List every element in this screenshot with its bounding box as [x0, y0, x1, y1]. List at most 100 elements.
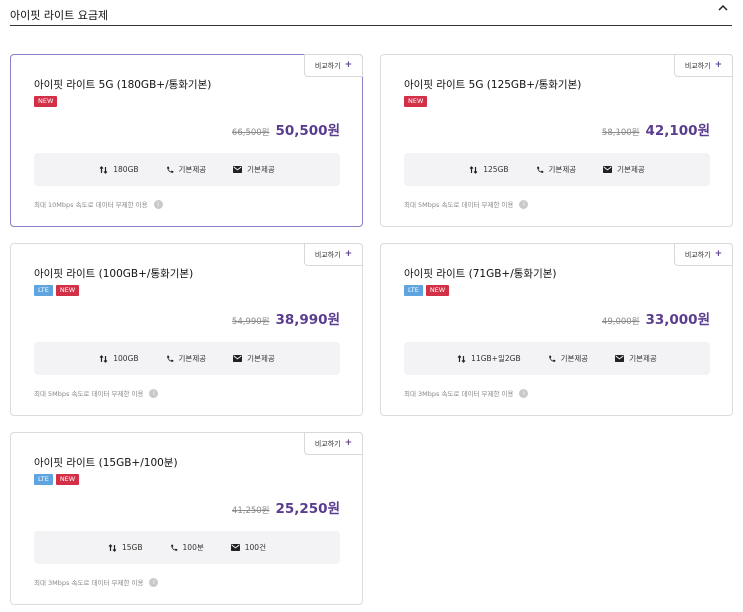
badge-new: NEW [34, 96, 58, 107]
info-icon[interactable]: i [149, 577, 159, 587]
section-header: 아이핏 라이트 요금제 [10, 0, 732, 26]
mail-icon [233, 355, 243, 362]
feature-sms-value: 기본제공 [247, 354, 275, 363]
feature-sms-value: 기본제공 [617, 165, 645, 174]
phone-icon [536, 166, 544, 174]
price-row: 58,100원 42,100원 [602, 119, 710, 139]
data-arrows-icon [99, 354, 108, 363]
compare-button-label: 비교하기 [684, 61, 711, 70]
plan-name: 아이핏 라이트 (100GB+/통화기본) [34, 268, 194, 280]
feature-voice: 기본제공 [548, 353, 589, 364]
badge-new: NEW [55, 285, 80, 296]
section-title: 아이핏 라이트 요금제 [10, 9, 109, 22]
badge-lte: LTE [34, 474, 53, 485]
plan-features: 100GB 기본제공 기본제공 [34, 342, 340, 375]
plan-card-3[interactable]: 비교하기 + 아이핏 라이트 (100GB+/통화기본) LTE NEW 54,9… [10, 243, 363, 416]
info-icon[interactable]: i [519, 199, 529, 209]
plan-features: 125GB 기본제공 기본제공 [404, 153, 710, 186]
info-icon[interactable]: i [153, 199, 163, 209]
feature-voice: 100분 [170, 542, 204, 553]
mail-icon [615, 355, 625, 362]
plan-badges: LTE NEW [34, 285, 80, 296]
original-price: 49,000원 [601, 317, 640, 327]
compare-button[interactable]: 비교하기 + [304, 54, 363, 77]
plan-name: 아이핏 라이트 5G (180GB+/통화기본) [34, 79, 212, 91]
feature-sms: 기본제공 [603, 164, 645, 175]
plan-badges: NEW [404, 96, 428, 107]
feature-data: 125GB [469, 165, 509, 174]
plan-card-1[interactable]: 비교하기 + 아이핏 라이트 5G (180GB+/통화기본) NEW 66,5… [10, 54, 363, 227]
info-icon[interactable]: i [519, 388, 529, 398]
data-arrows-icon [457, 354, 466, 363]
feature-sms-value: 100건 [244, 543, 266, 552]
sale-price: 33,000원 [645, 312, 710, 328]
plan-card-2[interactable]: 비교하기 + 아이핏 라이트 5G (125GB+/통화기본) NEW 58,1… [380, 54, 733, 227]
plus-icon: + [344, 60, 353, 70]
feature-voice: 기본제공 [536, 164, 577, 175]
original-price: 54,990원 [231, 317, 270, 327]
mail-icon [230, 544, 240, 551]
plan-name: 아이핏 라이트 (71GB+/통화기본) [404, 268, 557, 280]
data-arrows-icon [99, 165, 108, 174]
sale-price: 38,990원 [275, 312, 340, 328]
phone-icon [166, 166, 174, 174]
compare-button[interactable]: 비교하기 + [674, 243, 733, 266]
plus-icon: + [714, 60, 723, 70]
footnote: 최대 3Mbps 속도로 데이터 무제한 이용 i [34, 577, 159, 587]
plus-icon: + [344, 438, 353, 448]
price-row: 41,250원 25,250원 [232, 497, 340, 517]
badge-lte: LTE [404, 285, 423, 296]
compare-button[interactable]: 비교하기 + [304, 243, 363, 266]
feature-sms-value: 기본제공 [629, 354, 657, 363]
footnote: 최대 3Mbps 속도로 데이터 무제한 이용 i [404, 388, 529, 398]
info-icon[interactable]: i [149, 388, 159, 398]
feature-voice: 기본제공 [166, 164, 207, 175]
footnote: 최대 5Mbps 속도로 데이터 무제한 이용 i [404, 199, 529, 209]
original-price: 41,250원 [231, 506, 270, 516]
feature-data: 15GB [108, 543, 143, 552]
compare-button[interactable]: 비교하기 + [674, 54, 733, 77]
plan-badges: LTE NEW [404, 285, 450, 296]
feature-data: 100GB [99, 354, 139, 363]
footnote-text: 최대 3Mbps 속도로 데이터 무제한 이용 [34, 579, 144, 587]
compare-button-label: 비교하기 [314, 250, 341, 259]
feature-data-value: 125GB [483, 165, 509, 174]
badge-new: NEW [404, 96, 428, 107]
phone-icon [548, 355, 556, 363]
feature-sms: 기본제공 [615, 353, 657, 364]
badge-new: NEW [55, 474, 80, 485]
compare-button-label: 비교하기 [314, 61, 341, 70]
chevron-up-icon[interactable] [716, 2, 730, 14]
data-arrows-icon [469, 165, 478, 174]
feature-data-value: 180GB [113, 165, 139, 174]
price-row: 54,990원 38,990원 [232, 308, 340, 328]
mail-icon [603, 166, 613, 173]
footnote-text: 최대 10Mbps 속도로 데이터 무제한 이용 [34, 201, 148, 209]
feature-voice-value: 기본제공 [560, 354, 589, 363]
feature-data-value: 15GB [122, 543, 143, 552]
feature-sms: 100건 [230, 542, 266, 553]
sale-price: 50,500원 [275, 123, 340, 139]
footnote: 최대 10Mbps 속도로 데이터 무제한 이용 i [34, 199, 163, 209]
footnote-text: 최대 5Mbps 속도로 데이터 무제한 이용 [404, 201, 514, 209]
plus-icon: + [714, 249, 723, 259]
badge-lte: LTE [34, 285, 53, 296]
feature-voice-value: 기본제공 [178, 165, 207, 174]
sale-price: 42,100원 [645, 123, 710, 139]
price-row: 66,500원 50,500원 [232, 119, 340, 139]
data-arrows-icon [108, 543, 117, 552]
plan-card-4[interactable]: 비교하기 + 아이핏 라이트 (71GB+/통화기본) LTE NEW 49,00… [380, 243, 733, 416]
plan-badges: NEW [34, 96, 58, 107]
footnote-text: 최대 3Mbps 속도로 데이터 무제한 이용 [404, 390, 514, 398]
compare-button-label: 비교하기 [684, 250, 711, 259]
feature-voice-value: 100분 [182, 543, 204, 552]
feature-sms-value: 기본제공 [247, 165, 275, 174]
feature-sms: 기본제공 [233, 353, 275, 364]
plan-card-5[interactable]: 비교하기 + 아이핏 라이트 (15GB+/100분) LTE NEW 41,25… [10, 432, 363, 605]
plan-name: 아이핏 라이트 5G (125GB+/통화기본) [404, 79, 582, 91]
compare-button[interactable]: 비교하기 + [304, 432, 363, 455]
footnote-text: 최대 5Mbps 속도로 데이터 무제한 이용 [34, 390, 144, 398]
feature-voice-value: 기본제공 [548, 165, 577, 174]
badge-new: NEW [425, 285, 450, 296]
plan-features: 11GB+일2GB 기본제공 기본제공 [404, 342, 710, 375]
